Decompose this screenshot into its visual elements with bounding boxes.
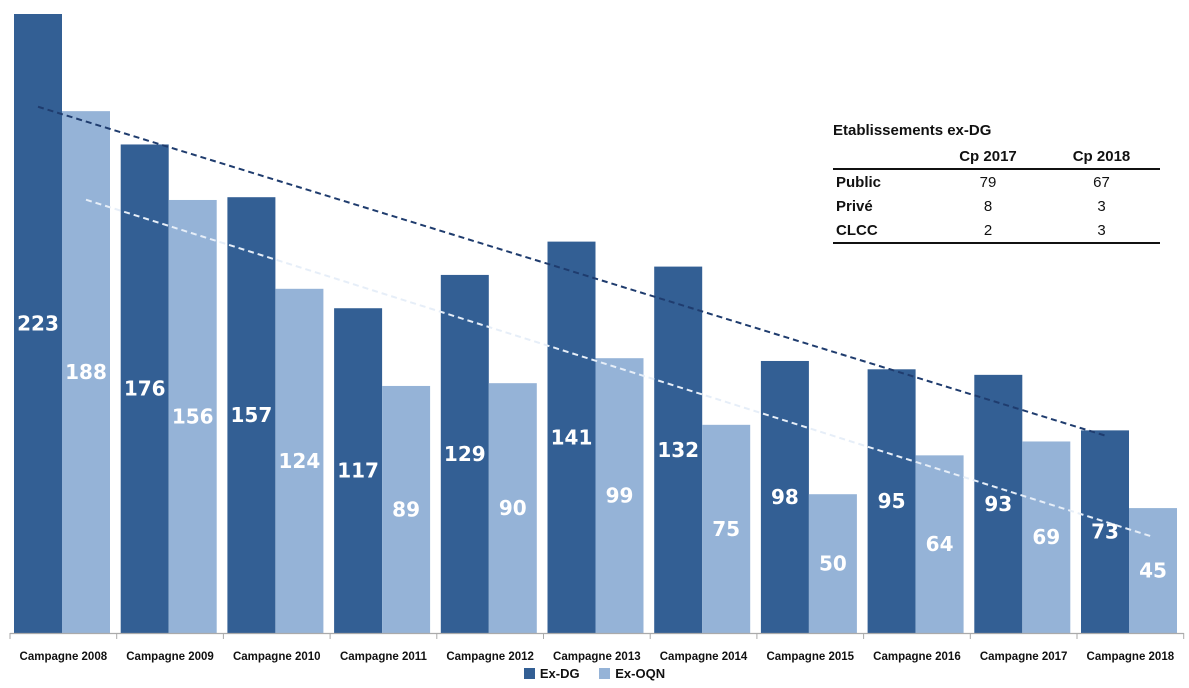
legend-swatch-ex-dg bbox=[523, 668, 535, 679]
data-label: 64 bbox=[926, 532, 954, 556]
bar-ex-dg bbox=[760, 360, 809, 633]
data-label: 129 bbox=[444, 442, 486, 466]
bar-ex-dg bbox=[974, 374, 1023, 633]
data-label: 99 bbox=[606, 484, 634, 508]
x-tick-label: Campagne 2011 bbox=[340, 651, 428, 663]
bar-ex-dg bbox=[440, 274, 489, 633]
x-tick-label: Campagne 2012 bbox=[446, 651, 534, 663]
table: Cp 2017 Cp 2018 Public 79 67 Privé 8 3 C… bbox=[833, 144, 1160, 244]
x-tick-label: Campagne 2017 bbox=[980, 651, 1068, 663]
data-label: 157 bbox=[231, 403, 273, 427]
data-label: 89 bbox=[392, 497, 420, 521]
bar-ex-oqn bbox=[382, 385, 431, 633]
data-label: 223 bbox=[17, 312, 59, 336]
x-tick-label: Campagne 2010 bbox=[233, 651, 321, 663]
bar-ex-oqn bbox=[168, 199, 217, 633]
bar-ex-dg bbox=[227, 197, 276, 634]
table-row: Public 79 67 bbox=[833, 169, 1160, 194]
table-header-row: Cp 2017 Cp 2018 bbox=[833, 144, 1160, 170]
bar-ex-oqn bbox=[1022, 441, 1071, 633]
legend-swatch-ex-oqn bbox=[599, 668, 611, 679]
table-header-empty bbox=[833, 144, 933, 170]
bar-ex-dg bbox=[654, 266, 703, 633]
data-label: 98 bbox=[771, 485, 799, 509]
bar-ex-dg bbox=[14, 14, 62, 633]
row-label-clcc: CLCC bbox=[833, 218, 933, 244]
x-tick-label: Campagne 2009 bbox=[126, 651, 214, 663]
bar-ex-oqn bbox=[275, 288, 324, 633]
x-tick-label: Campagne 2015 bbox=[766, 651, 854, 663]
legend-item-ex-dg: Ex-DG bbox=[523, 666, 580, 681]
cell-prive-cp2018: 3 bbox=[1097, 197, 1106, 215]
table-row: CLCC 2 3 bbox=[833, 218, 1160, 244]
cell-public-cp2017: 79 bbox=[979, 173, 997, 191]
bar-ex-oqn bbox=[595, 358, 644, 633]
bar-ex-dg bbox=[120, 144, 169, 633]
trendline-ex-oqn bbox=[85, 198, 1154, 538]
bar-ex-dg bbox=[547, 241, 596, 633]
data-label: 90 bbox=[499, 496, 527, 520]
legend-label-ex-oqn: Ex-OQN bbox=[615, 666, 666, 681]
data-label: 188 bbox=[65, 360, 107, 384]
data-label: 132 bbox=[657, 438, 699, 462]
bar-ex-oqn bbox=[488, 383, 537, 633]
cell-clcc-cp2017: 2 bbox=[933, 218, 1043, 244]
cell-public-cp2018: 67 bbox=[1093, 173, 1110, 191]
data-label: 117 bbox=[337, 459, 379, 483]
bar-ex-oqn bbox=[915, 455, 964, 633]
table-header-cp2018: Cp 2018 bbox=[1043, 144, 1160, 170]
bar-ex-oqn bbox=[702, 424, 751, 633]
bar-ex-dg bbox=[867, 369, 916, 633]
x-tick-label: Campagne 2008 bbox=[20, 651, 108, 663]
bar-ex-dg bbox=[334, 308, 383, 633]
row-label-public: Public bbox=[836, 173, 882, 191]
legend-label-ex-dg: Ex-DG bbox=[539, 666, 580, 681]
table-header-cp2017: Cp 2017 bbox=[933, 144, 1043, 170]
data-label: 176 bbox=[124, 377, 166, 401]
data-label: 95 bbox=[878, 489, 906, 513]
data-label: 69 bbox=[1032, 525, 1060, 549]
legend: Ex-DG Ex-OQN bbox=[0, 666, 1189, 681]
data-label: 50 bbox=[819, 552, 847, 576]
x-tick-label: Campagne 2014 bbox=[660, 651, 748, 663]
bar-ex-oqn bbox=[1129, 508, 1177, 633]
x-tick-label: Campagne 2018 bbox=[1087, 651, 1175, 663]
cell-clcc-cp2018: 3 bbox=[1043, 218, 1160, 244]
data-label: 156 bbox=[172, 404, 214, 428]
row-label-prive: Privé bbox=[836, 197, 873, 215]
data-label: 93 bbox=[984, 492, 1012, 516]
cell-prive-cp2017: 8 bbox=[983, 197, 993, 215]
table-title: Etablissements ex-DG bbox=[833, 122, 992, 139]
data-label: 75 bbox=[712, 517, 740, 541]
bar-ex-oqn bbox=[62, 111, 110, 633]
bar-ex-oqn bbox=[808, 494, 857, 633]
x-tick-label: Campagne 2013 bbox=[553, 651, 641, 663]
data-label: 141 bbox=[551, 425, 593, 449]
data-label: 73 bbox=[1091, 520, 1119, 544]
data-label: 45 bbox=[1139, 559, 1167, 583]
table-row: Privé 8 3 bbox=[833, 194, 1160, 218]
bar-ex-dg bbox=[1081, 430, 1129, 633]
trendline-ex-dg bbox=[37, 105, 1106, 437]
data-label: 124 bbox=[279, 449, 321, 473]
establishments-table: Etablissements ex-DG Cp 2017 Cp 2018 Pub… bbox=[833, 118, 1160, 244]
x-tick-label: Campagne 2016 bbox=[873, 651, 961, 663]
legend-item-ex-oqn: Ex-OQN bbox=[599, 666, 665, 681]
